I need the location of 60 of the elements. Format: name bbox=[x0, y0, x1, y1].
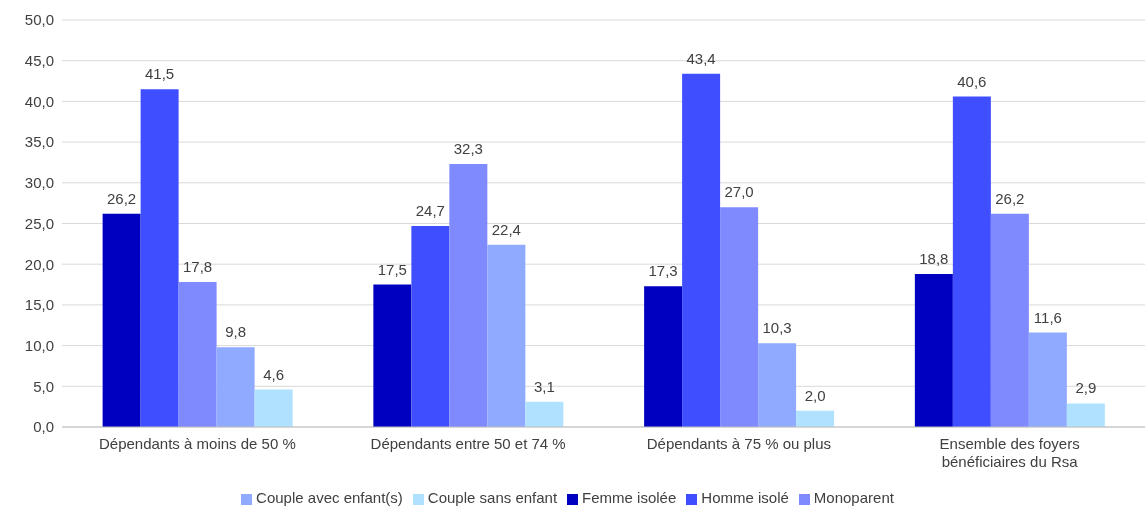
x-tick-label: Ensemble des foyers bénéficiaires du Rsa bbox=[939, 435, 1080, 470]
x-tick-label: Dépendants à 75 % ou plus bbox=[646, 435, 832, 452]
data-label: 27,0 bbox=[724, 183, 754, 201]
y-tick-label: 40,0 bbox=[24, 92, 54, 110]
data-label: 2,9 bbox=[1075, 379, 1097, 397]
data-label: 18,8 bbox=[919, 249, 949, 267]
data-label: 17,5 bbox=[377, 260, 407, 278]
data-label: 26,2 bbox=[107, 189, 137, 207]
bar bbox=[140, 89, 179, 427]
bar bbox=[914, 273, 953, 427]
y-tick-label: 30,0 bbox=[24, 174, 54, 192]
y-tick-label: 10,0 bbox=[24, 336, 54, 354]
legend-label: Couple sans enfant bbox=[427, 489, 558, 506]
bar bbox=[487, 244, 526, 427]
data-label: 10,3 bbox=[762, 319, 792, 337]
bar bbox=[373, 284, 412, 427]
x-tick-label: Dépendants entre 50 et 74 % bbox=[370, 435, 566, 452]
bar bbox=[720, 207, 759, 427]
data-label: 26,2 bbox=[995, 189, 1025, 207]
data-label: 24,7 bbox=[415, 201, 445, 219]
bar bbox=[796, 410, 835, 427]
data-label: 17,8 bbox=[183, 258, 213, 276]
legend-label: Monoparent bbox=[813, 489, 894, 506]
legend-label: Couple avec enfant(s) bbox=[256, 489, 403, 506]
y-tick-label: 50,0 bbox=[24, 11, 54, 29]
data-label: 11,6 bbox=[1033, 308, 1062, 326]
data-label: 43,4 bbox=[686, 49, 716, 67]
y-tick-label: 5,0 bbox=[33, 377, 54, 395]
y-tick-label: 25,0 bbox=[24, 214, 54, 232]
bar bbox=[952, 96, 991, 427]
y-tick-label: 45,0 bbox=[24, 52, 54, 70]
bar bbox=[1028, 332, 1067, 427]
data-label: 17,3 bbox=[648, 262, 678, 280]
bar bbox=[644, 286, 683, 427]
y-tick-label: 35,0 bbox=[24, 133, 54, 151]
data-label: 22,4 bbox=[491, 220, 521, 238]
bar bbox=[1066, 403, 1105, 427]
data-label: 9,8 bbox=[225, 323, 247, 341]
bar bbox=[178, 282, 217, 427]
data-label: 3,1 bbox=[533, 377, 555, 395]
bar bbox=[525, 401, 564, 427]
y-tick-label: 0,0 bbox=[33, 418, 54, 436]
bar bbox=[254, 389, 293, 427]
data-label: 41,5 bbox=[145, 65, 175, 83]
bar bbox=[411, 225, 450, 427]
data-label: 2,0 bbox=[804, 386, 826, 404]
legend-label: Femme isolée bbox=[582, 489, 677, 506]
bar bbox=[449, 164, 488, 427]
bar bbox=[102, 213, 141, 427]
bar bbox=[682, 73, 721, 427]
x-tick-label: Dépendants à moins de 50 % bbox=[98, 435, 296, 452]
data-label: 32,3 bbox=[453, 140, 483, 158]
y-tick-label: 15,0 bbox=[24, 296, 54, 314]
data-label: 4,6 bbox=[263, 365, 285, 383]
bar bbox=[990, 213, 1029, 427]
y-tick-label: 20,0 bbox=[24, 255, 54, 273]
data-label: 40,6 bbox=[957, 72, 987, 90]
bar bbox=[758, 343, 797, 427]
bar bbox=[216, 347, 255, 427]
legend-label: Homme isolé bbox=[701, 489, 789, 506]
